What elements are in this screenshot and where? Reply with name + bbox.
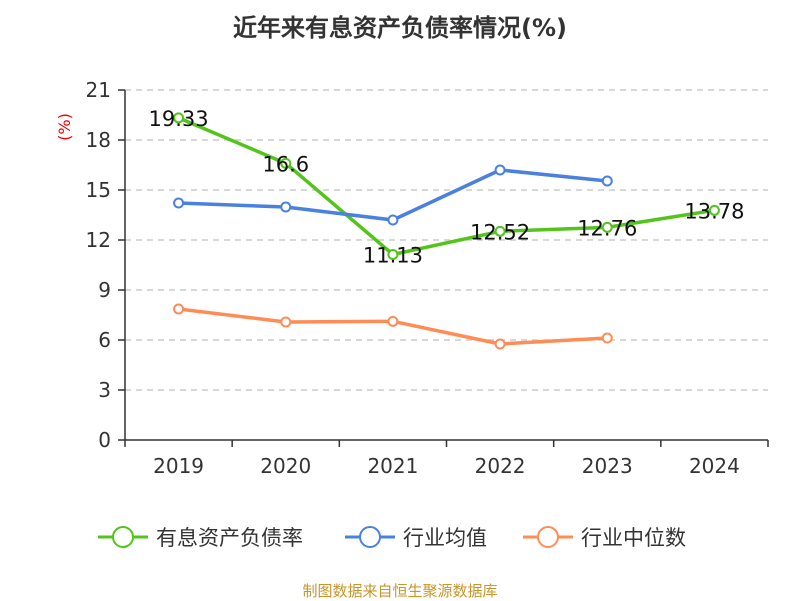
data-label: 11.13 [363, 244, 423, 268]
x-tick-label: 2024 [689, 454, 740, 478]
data-point [280, 201, 292, 213]
data-point [387, 214, 399, 226]
data-point [494, 225, 506, 237]
y-tick-label: 9 [98, 278, 111, 302]
data-point [601, 175, 613, 187]
x-tick-label: 2020 [260, 454, 311, 478]
y-tick-label: 12 [86, 228, 111, 252]
x-tick-label: 2022 [475, 454, 526, 478]
y-tick-label: 3 [98, 378, 111, 402]
data-point [387, 249, 399, 260]
x-tick-label: 2023 [582, 454, 633, 478]
data-point [387, 315, 399, 327]
y-tick-label: 6 [98, 328, 111, 352]
legend-marker [112, 526, 134, 548]
y-tick-label: 15 [86, 178, 111, 202]
y-tick-label: 21 [86, 78, 111, 102]
y-tick-label: 0 [98, 428, 111, 452]
legend-label: 有息资产负债率 [156, 526, 303, 550]
legend-label: 行业中位数 [581, 526, 686, 550]
data-point [708, 204, 720, 216]
legend-marker [537, 526, 559, 548]
data-label: 12.52 [470, 220, 530, 244]
x-tick-label: 2021 [367, 454, 418, 478]
data-point [280, 157, 292, 169]
data-label: 19.33 [149, 107, 209, 131]
y-axis-label: (%) [55, 113, 74, 141]
data-point [173, 197, 185, 209]
y-tick-label: 18 [86, 128, 111, 152]
chart-title: 近年来有息资产负债率情况(%) [233, 14, 567, 42]
legend-label: 行业均值 [403, 526, 487, 550]
data-point [494, 338, 506, 350]
x-tick-label: 2019 [153, 454, 204, 478]
data-label: 12.76 [577, 216, 637, 240]
data-label: 13.78 [684, 199, 744, 223]
legend-marker [359, 526, 381, 548]
data-point [280, 316, 292, 328]
data-point [494, 164, 506, 176]
data-point [173, 112, 185, 124]
series-line [178, 168, 608, 222]
data-point [173, 303, 185, 315]
data-point [601, 221, 613, 233]
data-label: 16.6 [262, 152, 309, 176]
source-note: 制图数据来自恒生聚源数据库 [302, 582, 498, 600]
series-line [177, 116, 715, 257]
data-point [601, 332, 613, 344]
